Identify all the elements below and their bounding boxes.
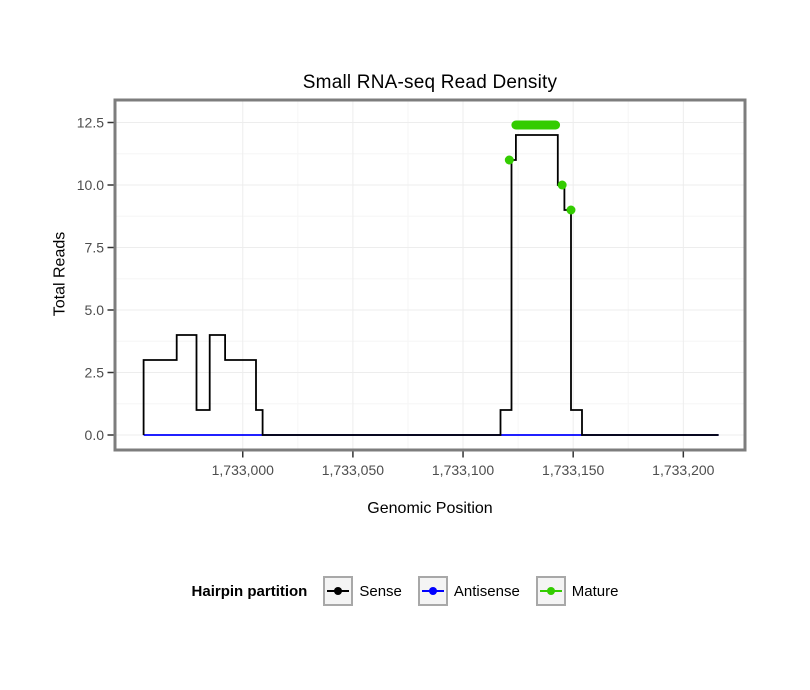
y-tick-label: 10.0 bbox=[77, 177, 104, 193]
y-tick-label: 7.5 bbox=[85, 240, 105, 256]
panel-border bbox=[113, 98, 747, 452]
x-tick-label: 1,733,200 bbox=[652, 462, 714, 478]
legend-glyph-sense bbox=[327, 587, 350, 595]
y-axis-title: Total Reads bbox=[51, 231, 69, 317]
panel-background bbox=[115, 100, 745, 450]
y-tick-label: 0.0 bbox=[85, 427, 105, 443]
legend-item-mature: Mature bbox=[535, 576, 619, 606]
y-tick-label: 12.5 bbox=[77, 115, 104, 131]
legend-key-mature-icon bbox=[535, 576, 566, 606]
series-mature-point bbox=[557, 180, 567, 190]
y-tick-label: 2.5 bbox=[85, 365, 105, 381]
legend-glyph-mature bbox=[539, 587, 562, 595]
legend-label-antisense: Antisense bbox=[453, 582, 520, 600]
legend-label-mature: Mature bbox=[571, 582, 619, 600]
legend-item-sense: Sense bbox=[323, 576, 402, 606]
legend-key-antisense-icon bbox=[417, 576, 448, 606]
legend-key-sense-icon bbox=[323, 576, 354, 606]
legend-item-antisense: Antisense bbox=[417, 576, 520, 606]
legend-title: Hairpin partition bbox=[191, 582, 308, 600]
x-tick-label: 1,733,150 bbox=[542, 462, 604, 478]
x-tick-label: 1,733,000 bbox=[212, 462, 274, 478]
legend-items: Sense Antisense Mature bbox=[323, 576, 618, 606]
series-mature-point bbox=[566, 205, 576, 215]
legend: Hairpin partition Sense Antisense Mature bbox=[0, 576, 810, 606]
legend-glyph-antisense bbox=[421, 587, 444, 595]
x-tick-label: 1,733,050 bbox=[322, 462, 384, 478]
x-tick-label: 1,733,100 bbox=[432, 462, 494, 478]
x-axis-title: Genomic Position bbox=[367, 500, 493, 517]
chart-title: Small RNA-seq Read Density bbox=[302, 72, 558, 93]
legend-label-sense: Sense bbox=[359, 582, 402, 600]
y-tick-label: 5.0 bbox=[85, 302, 105, 318]
plot-area: 1,733,000 1,733,050 1,733,100 1,733,150 1,73… bbox=[77, 98, 747, 478]
series-mature-point bbox=[504, 155, 514, 165]
